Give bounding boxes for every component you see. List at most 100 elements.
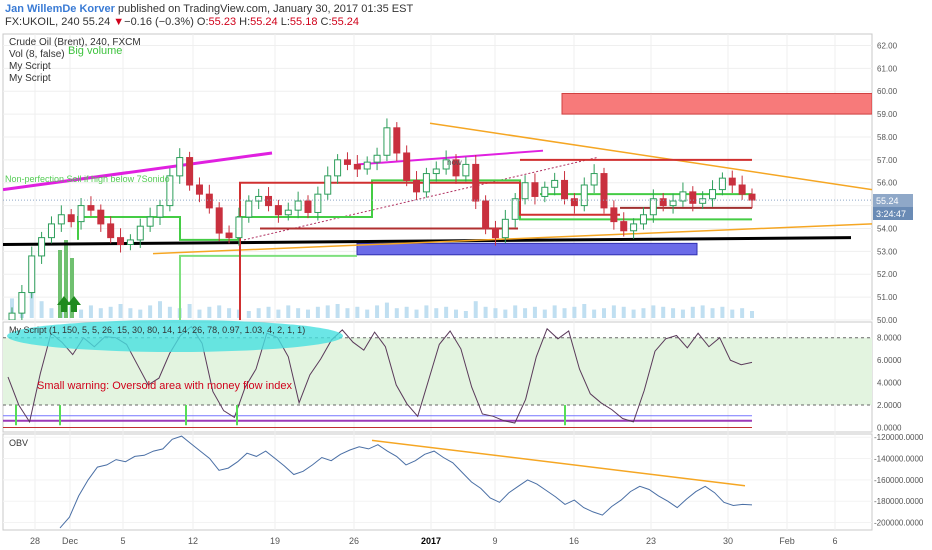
candle-body <box>403 152 411 181</box>
x-tick-label: 26 <box>349 536 359 546</box>
volume-bar <box>394 308 399 318</box>
orange-resistance-line <box>429 122 872 191</box>
volume-bar <box>720 306 725 318</box>
oscillator-line <box>7 325 753 424</box>
price-change: −0.16 (−0.3%) <box>124 16 194 28</box>
dotted-trendline <box>243 157 598 241</box>
y-tick-label: 61.00 <box>877 64 898 73</box>
candle-body <box>215 207 223 234</box>
volume-bar <box>592 309 597 318</box>
osc-tick-label: 2.0000 <box>877 401 902 410</box>
x-tick-label: 19 <box>270 536 280 546</box>
main-pane[interactable] <box>2 33 873 321</box>
volume-bar <box>621 306 626 318</box>
candle-body <box>353 163 361 170</box>
candle-body <box>18 292 26 314</box>
volume-bar <box>276 309 281 318</box>
volume-bar <box>493 308 498 318</box>
last-price: 55.24 <box>82 16 111 28</box>
obv-pane[interactable] <box>2 433 873 531</box>
volume-bar <box>552 305 557 318</box>
obv-chart <box>59 435 753 529</box>
candle-body <box>570 198 578 207</box>
script-legend-1: My Script <box>9 61 51 72</box>
volume-bar <box>88 305 93 318</box>
candle-body <box>561 179 569 200</box>
x-tick-label: 9 <box>492 536 497 546</box>
obv-tick-label: -140000.0000 <box>874 455 924 464</box>
candle-body <box>501 218 509 239</box>
volume-bar <box>375 305 380 318</box>
volume-bar <box>118 304 123 318</box>
candle-body <box>491 227 499 239</box>
osc-tick-label: 4.0000 <box>877 379 902 388</box>
candle-body <box>205 193 213 209</box>
volume-bar <box>611 305 616 318</box>
volume-bar <box>641 308 646 318</box>
candle-body <box>97 209 105 225</box>
green-step-line-2 <box>179 254 357 320</box>
candle-body <box>462 163 470 177</box>
candle-body <box>343 159 351 165</box>
volume-bar <box>680 309 685 318</box>
volume-bar <box>542 309 547 318</box>
volume-bar <box>740 308 745 318</box>
candle-body <box>265 195 273 207</box>
candle-body <box>432 168 440 175</box>
volume-bar <box>207 306 212 318</box>
candle-body <box>67 214 75 223</box>
candle-body <box>580 184 588 207</box>
candle-body <box>639 214 647 225</box>
y-tick-label: 58.00 <box>877 133 898 142</box>
candle-body <box>541 186 549 197</box>
price-chart <box>3 92 872 320</box>
candle-body <box>452 159 460 177</box>
open-value: 55.23 <box>208 16 237 28</box>
y-tick-label: 52.00 <box>877 270 898 279</box>
volume-bar <box>523 308 528 318</box>
down-arrow-icon: ▼ <box>113 16 125 28</box>
candle-body <box>511 198 519 220</box>
quote-line: FX:UKOIL, 240 55.24 ▼−0.16 (−0.3%) O:55.… <box>5 16 360 28</box>
volume-bar <box>197 309 202 318</box>
volume-bar <box>454 309 458 318</box>
volume-bar <box>98 308 103 318</box>
grid-lines <box>3 34 872 530</box>
volume-bar <box>315 306 320 318</box>
candle-body <box>166 175 174 207</box>
volume-bar <box>355 306 360 318</box>
candle-body <box>531 182 539 197</box>
candle-body <box>57 214 65 225</box>
candle-body <box>255 195 263 202</box>
publisher-header: Jan WillemDe Korver published on Trading… <box>5 3 413 15</box>
y-tick-label: 54.00 <box>877 224 898 233</box>
candle-body <box>393 127 401 154</box>
volume-bar <box>434 308 439 318</box>
osc-tick-label: 6.0000 <box>877 356 902 365</box>
candle-body <box>442 159 450 170</box>
author-name[interactable]: Jan WillemDe Korver <box>5 3 115 15</box>
candle-body <box>304 200 312 213</box>
close-value: 55.24 <box>331 16 360 28</box>
volume-bar <box>602 308 606 318</box>
black-support-line <box>3 236 852 246</box>
candle-body <box>630 223 638 232</box>
candle-body <box>77 205 85 223</box>
volume-bar <box>473 301 478 318</box>
obv-tick-label: -120000.0000 <box>874 433 924 442</box>
orange-support-line <box>152 223 872 255</box>
candle-body <box>245 200 253 218</box>
candle-body <box>126 239 134 245</box>
big-volume-label: Big volume <box>68 45 122 57</box>
resistance-zone <box>561 92 872 115</box>
candle-body <box>314 193 322 213</box>
volume-bar <box>631 309 636 318</box>
volume-bar <box>404 306 409 318</box>
candle-body <box>422 173 430 193</box>
big-volume-bar <box>58 250 62 318</box>
volume-bar <box>217 305 222 318</box>
y-tick-label: 56.00 <box>877 179 898 188</box>
volume-bar <box>572 306 577 318</box>
obv-line <box>59 435 753 529</box>
